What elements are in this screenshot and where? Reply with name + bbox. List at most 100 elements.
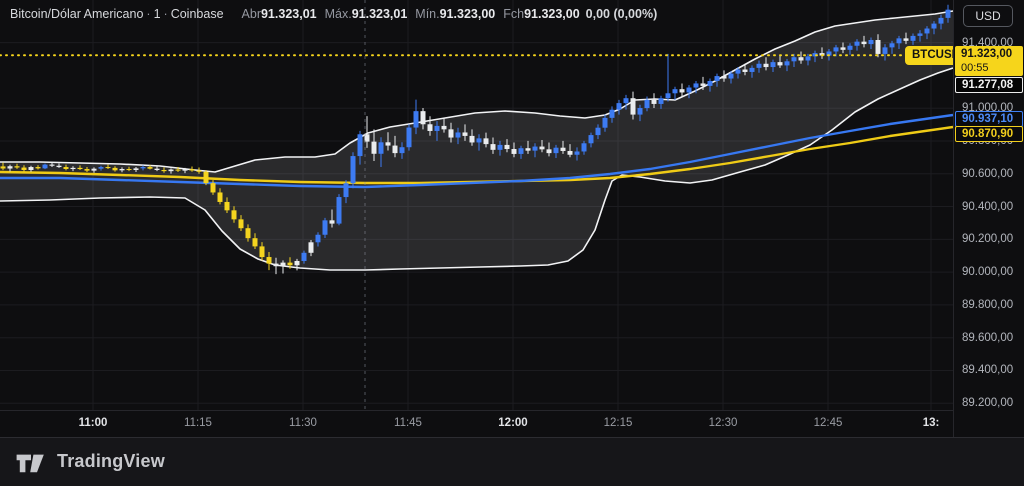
last-price-badge: 91.323,00 00:55: [955, 46, 1023, 77]
candle-body: [476, 138, 482, 143]
candle-body: [567, 150, 573, 155]
candle-body: [623, 98, 629, 104]
candle-body: [294, 260, 300, 266]
candle-body: [714, 76, 720, 81]
change-value: 0,00 (0,00%): [585, 7, 658, 21]
candle-body: [350, 156, 356, 184]
candle-body: [644, 99, 650, 109]
chart-interval[interactable]: 1: [153, 7, 161, 21]
candle-body: [70, 167, 76, 170]
candle-body: [483, 138, 489, 145]
candle-body: [945, 9, 951, 18]
candle-body: [168, 169, 174, 172]
candle-body: [266, 257, 272, 264]
candle-body: [742, 69, 748, 72]
candle-body: [98, 167, 104, 169]
candle-body: [756, 63, 762, 68]
candle-body: [126, 169, 132, 171]
candle-body: [868, 40, 874, 45]
candle-body: [609, 109, 615, 118]
candle-body: [133, 168, 139, 170]
candle-body: [140, 167, 146, 169]
candle-body: [784, 61, 790, 66]
candle-body: [889, 43, 895, 48]
candle-body: [259, 246, 265, 258]
time-axis[interactable]: 11:00 11:15 11:30 11:45 12:00 12:15 12:30 12:45…: [0, 410, 953, 437]
candle-body: [420, 111, 426, 125]
low-label: Mín.: [415, 7, 440, 21]
price-axis-label: 89.200,00: [962, 397, 1014, 410]
close-label: Fch: [503, 7, 525, 21]
last-price-value: 91.323,00: [961, 48, 1013, 61]
time-axis-label: 12:00: [498, 417, 528, 429]
bar-countdown: 00:55: [961, 62, 989, 75]
exchange-name[interactable]: Coinbase: [170, 7, 224, 21]
price-axis-label: 89.800,00: [962, 298, 1014, 311]
candle-body: [861, 41, 867, 45]
candle-body: [581, 143, 587, 152]
candle-body: [672, 89, 678, 94]
candle-body: [308, 242, 314, 253]
candle-body: [448, 129, 454, 138]
candle-body: [238, 219, 244, 229]
currency-toggle-button[interactable]: USD: [963, 5, 1013, 27]
candle-body: [112, 167, 118, 171]
symbol-title[interactable]: Bitcoin/Dólar Americano: [10, 7, 144, 21]
candle-body: [77, 167, 83, 170]
candle-body: [693, 83, 699, 88]
candle-body: [63, 167, 69, 170]
candle-body: [427, 124, 433, 131]
candle-body: [273, 263, 279, 267]
candle-body: [875, 40, 881, 54]
tradingview-logo[interactable]: TradingView: [14, 449, 165, 473]
candle-body: [455, 132, 461, 138]
candle-body: [560, 147, 566, 151]
candle-body: [203, 171, 209, 184]
price-axis-label: 90.600,00: [962, 167, 1014, 180]
price-axis-label: 90.000,00: [962, 266, 1014, 279]
legend-separator: ·: [146, 7, 151, 21]
candle-body: [385, 142, 391, 146]
close-value: 91.323,00: [524, 7, 580, 21]
time-axis-label: 12:45: [813, 417, 843, 429]
candle-body: [588, 135, 594, 144]
candle-body: [371, 141, 377, 154]
tradingview-logo-text: TradingView: [57, 450, 165, 471]
candle-body: [301, 252, 307, 261]
candle-body: [217, 192, 223, 202]
chart-legend[interactable]: Bitcoin/Dólar Americano · 1 · Coinbase Abr91.…: [10, 7, 657, 21]
high-label: Máx.: [324, 7, 352, 21]
candle-body: [595, 127, 601, 136]
ohlc-values: Abr91.323,01 Máx.91.323,01 Mín.91.323,00 Fc…: [234, 7, 658, 21]
candle-body: [392, 145, 398, 154]
candle-body: [413, 111, 419, 128]
candle-body: [378, 142, 384, 154]
candle-body: [728, 73, 734, 79]
candle-body: [252, 238, 258, 247]
candle-body: [707, 80, 713, 86]
price-axis-label: 90.400,00: [962, 200, 1014, 213]
candle-body: [637, 108, 643, 115]
candlestick-chart-canvas[interactable]: [0, 0, 953, 410]
candle-body: [539, 146, 545, 150]
time-axis-label: 12:30: [708, 417, 738, 429]
candle-body: [364, 134, 370, 142]
price-axis-label: 89.400,00: [962, 364, 1014, 377]
candle-body: [105, 167, 111, 169]
candle-body: [490, 144, 496, 150]
candle-body: [0, 166, 6, 169]
candle-body: [602, 117, 608, 128]
candle-body: [119, 169, 125, 171]
price-axis[interactable]: USD 91.400,0091.000,0090.800,0090.600,00…: [953, 0, 1024, 437]
candle-body: [553, 147, 559, 154]
price-axis-label: 89.600,00: [962, 331, 1014, 344]
candle-body: [315, 234, 321, 243]
bottom-toolbar: TradingView: [0, 437, 1024, 486]
upper-band-price-badge: 91.277,08: [955, 77, 1023, 94]
legend-separator2: ·: [163, 7, 168, 21]
candle-body: [21, 167, 27, 170]
candle-body: [532, 146, 538, 151]
candle-body: [224, 201, 230, 211]
candle-body: [287, 262, 293, 266]
chart-pane[interactable]: Bitcoin/Dólar Americano · 1 · Coinbase Abr91.…: [0, 0, 953, 410]
